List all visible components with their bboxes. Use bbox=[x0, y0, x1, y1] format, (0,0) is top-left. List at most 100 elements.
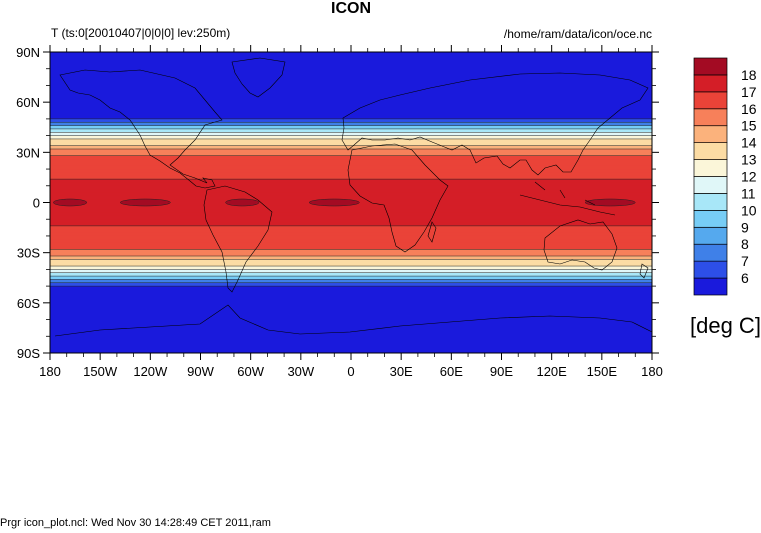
colorbar-label: 7 bbox=[741, 253, 749, 269]
field-band bbox=[50, 336, 652, 341]
field-band bbox=[50, 279, 652, 284]
field-band bbox=[50, 142, 652, 147]
field-band bbox=[50, 306, 652, 311]
field-band bbox=[50, 299, 652, 304]
equatorial-maximum bbox=[225, 198, 260, 207]
x-tick-label: 30W bbox=[287, 364, 314, 379]
field-band bbox=[50, 182, 652, 187]
field-band bbox=[50, 172, 652, 177]
field-band bbox=[50, 159, 652, 163]
y-tick-label: 90S bbox=[17, 346, 40, 361]
field-band bbox=[50, 266, 652, 270]
colorbar-label: 12 bbox=[741, 169, 757, 185]
field-band bbox=[50, 219, 652, 224]
x-tick-label: 90W bbox=[187, 364, 214, 379]
field-band bbox=[50, 222, 652, 227]
field-band bbox=[50, 78, 652, 83]
field-band bbox=[50, 185, 652, 190]
field-band bbox=[50, 245, 652, 250]
field-band bbox=[50, 179, 652, 184]
y-tick-label: 30N bbox=[16, 145, 40, 160]
field-band bbox=[50, 175, 652, 180]
field-band bbox=[50, 239, 652, 244]
colorbar-box bbox=[693, 159, 728, 177]
field-band bbox=[50, 232, 652, 237]
field-band bbox=[50, 192, 652, 197]
x-tick-label: 90E bbox=[490, 364, 513, 379]
field-band bbox=[50, 105, 652, 110]
colorbar-box bbox=[693, 176, 728, 194]
field-band bbox=[50, 135, 652, 140]
field-band bbox=[50, 138, 652, 143]
field-band bbox=[50, 235, 652, 240]
coastline-new-zealand bbox=[639, 263, 649, 279]
colorbar-box bbox=[693, 125, 728, 143]
coastline-antarctica bbox=[54, 304, 652, 337]
field-band bbox=[50, 205, 652, 210]
field-band bbox=[50, 316, 652, 321]
footer-text: Prgr icon_plot.ncl: Wed Nov 30 14:28:49 … bbox=[0, 517, 271, 529]
y-tick-label: 60S bbox=[17, 296, 40, 311]
field-band bbox=[50, 62, 652, 66]
colorbar-label: 8 bbox=[741, 236, 749, 252]
map-panel: 180 150W 120W 90W 60W 30W 0 30E 60E 90E 120E 150E 18… bbox=[16, 45, 663, 379]
x-tick-label: 180 bbox=[641, 364, 663, 379]
colorbar-box bbox=[693, 277, 728, 296]
coastline-africa bbox=[347, 143, 449, 253]
coastline-australia bbox=[543, 219, 618, 271]
field-band bbox=[50, 342, 652, 347]
field-band bbox=[50, 55, 652, 60]
colorbar-units: [deg C] bbox=[690, 313, 761, 338]
field-band bbox=[50, 276, 652, 281]
colorbar-box bbox=[693, 210, 728, 228]
colorbar-label: 11 bbox=[741, 185, 756, 201]
field-band bbox=[50, 312, 652, 317]
x-tick-label: 150E bbox=[587, 364, 618, 379]
coastline-madagascar bbox=[427, 221, 437, 243]
field-band bbox=[50, 75, 652, 80]
field-band bbox=[50, 286, 652, 291]
colorbar-label: 15 bbox=[741, 118, 757, 134]
plot-title: ICON bbox=[331, 0, 371, 17]
field-band bbox=[50, 82, 652, 87]
field-band bbox=[50, 132, 652, 137]
field-band bbox=[50, 169, 652, 173]
x-tick-label: 120W bbox=[133, 364, 168, 379]
field-band bbox=[50, 229, 652, 234]
field-band bbox=[50, 242, 652, 247]
field-band bbox=[50, 215, 652, 220]
field-band bbox=[50, 92, 652, 97]
field-band bbox=[50, 256, 652, 260]
field-band bbox=[50, 282, 652, 287]
x-tick-label: 120E bbox=[536, 364, 567, 379]
field-band bbox=[50, 329, 652, 334]
field-band bbox=[50, 322, 652, 327]
colorbar-label: 6 bbox=[741, 270, 749, 286]
colorbar-box bbox=[693, 108, 728, 127]
field-band bbox=[50, 326, 652, 331]
temperature-field bbox=[50, 52, 652, 353]
colorbar-label: 14 bbox=[741, 135, 757, 151]
field-band bbox=[50, 269, 652, 274]
field-band bbox=[50, 68, 652, 73]
field-band bbox=[50, 296, 652, 301]
colorbar-box bbox=[693, 243, 728, 262]
field-band bbox=[50, 108, 652, 113]
colorbar-label: 9 bbox=[741, 219, 749, 235]
x-tick-label: 0 bbox=[347, 364, 354, 379]
field-band bbox=[50, 122, 652, 127]
equatorial-maximum bbox=[53, 198, 88, 207]
field-band bbox=[50, 148, 652, 153]
field-band bbox=[50, 225, 652, 230]
field-band bbox=[50, 292, 652, 297]
colorbar-box bbox=[693, 91, 728, 110]
equatorial-maximum bbox=[308, 198, 360, 207]
colorbar-box bbox=[693, 193, 728, 211]
coastline-eurasia bbox=[341, 72, 649, 176]
field-band bbox=[50, 88, 652, 93]
y-tick-label: 60N bbox=[16, 95, 40, 110]
colorbar-box bbox=[693, 260, 728, 279]
field-band bbox=[50, 309, 652, 314]
colorbar-label: 17 bbox=[741, 84, 757, 100]
